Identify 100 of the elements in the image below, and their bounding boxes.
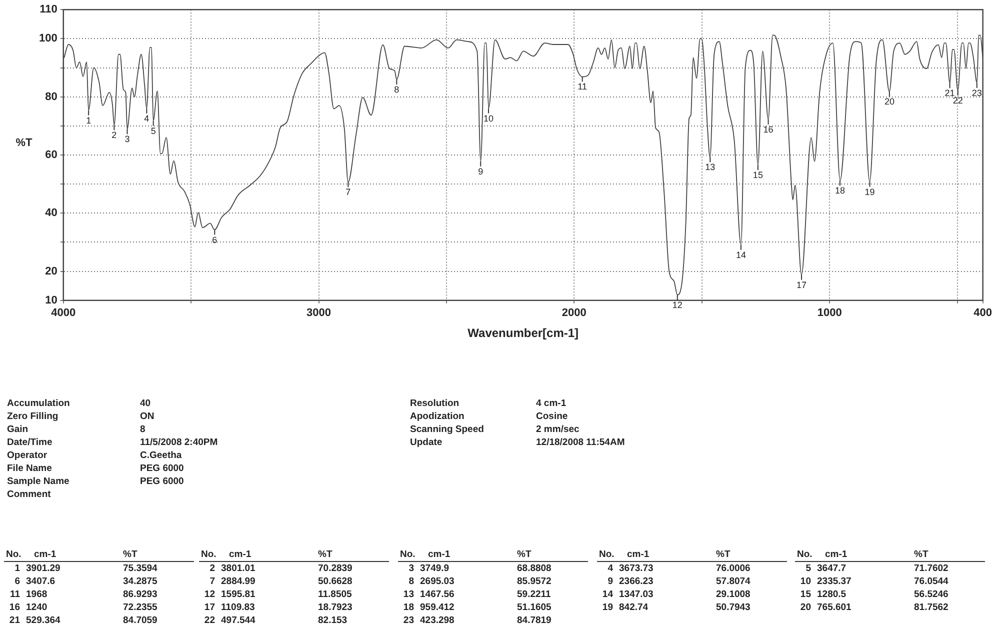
- annotation: 4: [144, 113, 150, 124]
- text: 959.412: [420, 602, 454, 613]
- text: 76.0544: [914, 576, 948, 587]
- text: 765.601: [817, 602, 852, 613]
- text: 3: [408, 563, 414, 574]
- text: 529.364: [26, 615, 60, 626]
- text: %T: [716, 549, 730, 560]
- text: 18: [403, 602, 414, 613]
- text: 2335.37: [817, 576, 852, 587]
- text: 4: [608, 563, 613, 574]
- y-tick-label: 110: [40, 4, 58, 16]
- text: 17: [204, 602, 215, 613]
- text: 13: [403, 589, 414, 600]
- text: Operator: [7, 450, 48, 461]
- y-axis-title: %T: [16, 137, 33, 150]
- text: 50.6628: [318, 576, 352, 587]
- annotation: 17: [796, 280, 807, 290]
- text: 7: [210, 576, 215, 587]
- annotation: 2: [112, 130, 117, 140]
- text: 68.8808: [517, 563, 552, 574]
- text: 51.1605: [517, 602, 552, 613]
- x-tick-label: 1000: [817, 307, 842, 320]
- text: 71.7602: [914, 563, 948, 574]
- text: cm-1: [825, 549, 848, 560]
- y-tick-label: 10: [45, 294, 58, 306]
- y-tick-label: 20: [45, 265, 58, 278]
- text: 81.7562: [914, 602, 948, 613]
- text: 2884.99: [221, 576, 256, 587]
- x-tick-label: 2000: [562, 307, 586, 320]
- text: 11/5/2008 2:40PM: [140, 437, 218, 448]
- text: No.: [599, 549, 614, 560]
- text: 1595.81: [221, 589, 256, 600]
- annotation: 23: [972, 88, 982, 98]
- text: 6: [14, 576, 20, 587]
- text: 1467.56: [420, 589, 454, 600]
- text: cm-1: [229, 549, 252, 560]
- text: ON: [140, 411, 154, 422]
- annotation: 19: [864, 186, 875, 197]
- text: 20: [800, 602, 811, 613]
- text: No.: [201, 549, 216, 560]
- annotation: 9: [478, 166, 484, 176]
- text: %T: [318, 549, 332, 560]
- text: 5: [806, 563, 811, 574]
- text: 1109.83: [221, 602, 255, 613]
- y-tick-label: 60: [45, 149, 58, 162]
- text: cm-1: [34, 549, 56, 560]
- text: No.: [797, 549, 812, 560]
- text: Update: [410, 437, 442, 448]
- text: 82.153: [318, 615, 348, 626]
- text: Cosine: [536, 411, 568, 422]
- text: 23: [403, 615, 414, 626]
- y-tick-label: 80: [45, 90, 58, 103]
- annotation: 8: [394, 84, 400, 94]
- y-tick-label: 40: [45, 207, 58, 220]
- y-tick-label: 100: [38, 32, 58, 45]
- annotation: 11: [578, 82, 588, 92]
- text: 34.2875: [123, 576, 158, 587]
- text: 84.7819: [517, 615, 552, 626]
- annotation: 3: [124, 134, 130, 144]
- annotation: 13: [705, 162, 716, 172]
- text: 2: [210, 563, 215, 574]
- text: PEG 6000: [140, 476, 184, 487]
- text: 497.544: [221, 615, 256, 626]
- text: 21: [9, 615, 20, 626]
- text: Sample Name: [7, 476, 70, 487]
- text: C.Geetha: [140, 450, 182, 461]
- annotation: 14: [736, 250, 746, 260]
- text: cm-1: [428, 549, 450, 560]
- text: 4 cm-1: [536, 398, 566, 409]
- text: 14: [602, 589, 613, 600]
- text: 85.9572: [517, 576, 552, 587]
- annotation: 10: [484, 113, 494, 124]
- annotation: 16: [763, 124, 774, 134]
- text: 3407.6: [26, 576, 56, 587]
- text: No.: [6, 549, 22, 560]
- annotation: 6: [212, 234, 218, 245]
- text: Accumulation: [7, 398, 70, 409]
- text: 1968: [26, 589, 48, 600]
- text: Date/Time: [7, 437, 52, 448]
- annotation: 1: [86, 115, 92, 126]
- annotation: 7: [346, 187, 351, 198]
- text: 3749.9: [420, 563, 450, 574]
- text: 1: [14, 563, 20, 574]
- text: 72.2355: [123, 602, 158, 613]
- text: 16: [9, 602, 20, 613]
- text: 59.2211: [517, 589, 551, 600]
- text: 2 mm/sec: [536, 424, 580, 435]
- text: Gain: [7, 424, 28, 435]
- text: 2695.03: [420, 576, 454, 587]
- text: 57.8074: [716, 576, 750, 587]
- text: 1280.5: [817, 589, 846, 600]
- text: Resolution: [410, 398, 460, 409]
- annotation: 21: [944, 88, 955, 98]
- annotation: 5: [150, 126, 156, 136]
- text: 76.0006: [716, 563, 750, 574]
- text: Apodization: [410, 411, 464, 422]
- text: 22: [204, 615, 215, 626]
- text: cm-1: [627, 549, 650, 560]
- text: 423.298: [420, 615, 454, 626]
- text: Zero Filling: [7, 411, 58, 422]
